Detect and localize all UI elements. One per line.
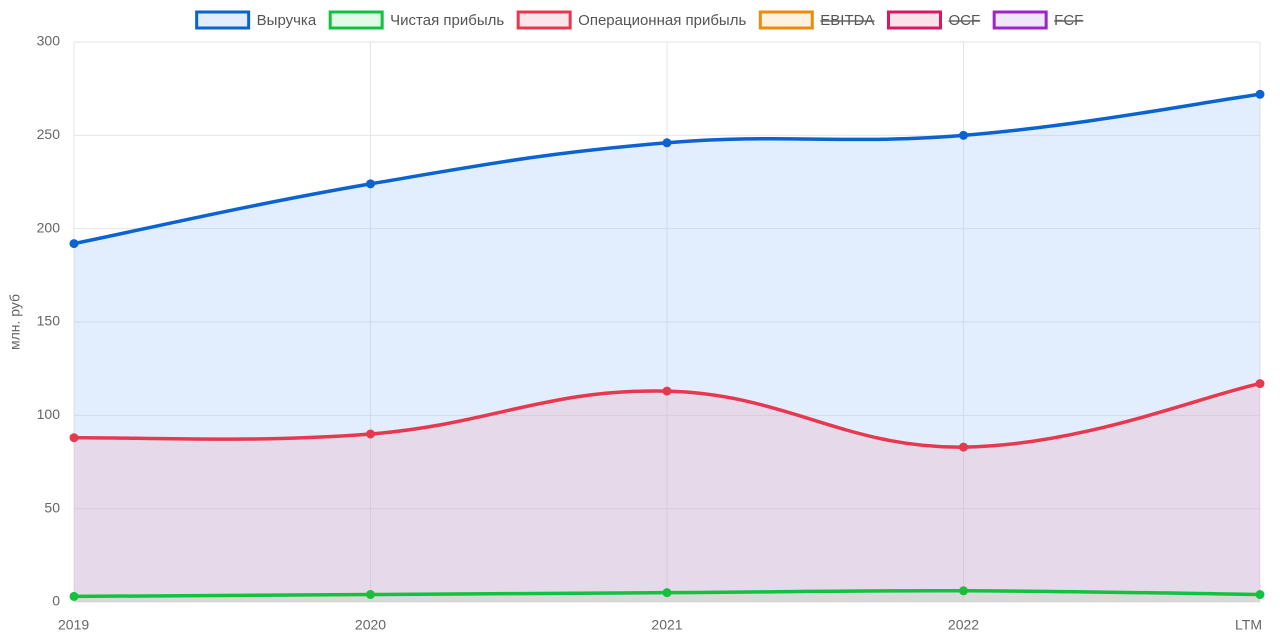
point [1255,89,1265,99]
x-tick-label: LTM [1235,617,1262,633]
area [74,94,1260,603]
y-axis-label: млн. руб [7,294,23,350]
y-tick-label: 0 [52,593,60,609]
legend-item[interactable]: FCF [992,10,1083,30]
legend-label: Выручка [257,12,317,29]
point [69,433,79,443]
x-tick-label: 2020 [355,617,386,633]
x-tick-label: 2021 [651,617,682,633]
y-tick-label: 300 [37,33,61,49]
y-tick-label: 50 [44,499,60,515]
legend-swatch [516,10,572,30]
legend-item[interactable]: EBITDA [758,10,874,30]
y-tick-label: 200 [37,219,61,235]
legend-swatch [992,10,1048,30]
point [662,386,672,396]
point [366,590,375,600]
legend-swatch [758,10,814,30]
x-tick-label: 2019 [58,617,89,633]
legend-item[interactable]: Чистая прибыль [328,10,504,30]
point [69,591,79,601]
point [662,138,672,148]
legend-label: Чистая прибыль [390,12,504,29]
y-tick-label: 100 [37,406,61,422]
point [366,429,375,439]
legend-swatch [328,10,384,30]
point [959,586,968,596]
y-tick-label: 250 [37,126,61,142]
x-tick-label: 2022 [948,617,979,633]
legend-label: Операционная прибыль [578,12,746,29]
point [662,588,672,598]
y-tick-label: 150 [37,313,61,329]
point [366,179,375,189]
point [69,239,79,249]
legend-swatch [886,10,942,30]
point [959,442,968,452]
point [1255,590,1265,600]
legend-swatch [195,10,251,30]
legend-item[interactable]: Операционная прибыль [516,10,746,30]
legend-item[interactable]: Выручка [195,10,317,30]
point [1255,379,1265,389]
point [959,130,968,140]
